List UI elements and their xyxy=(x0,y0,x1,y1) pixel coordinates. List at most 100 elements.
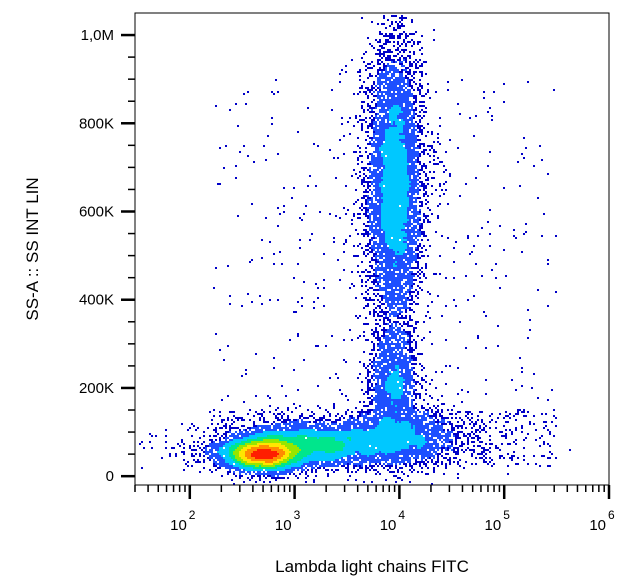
event-dot xyxy=(357,217,359,219)
event-dot xyxy=(371,221,373,223)
event-dot xyxy=(399,255,401,257)
event-dot xyxy=(371,143,373,145)
event-dot xyxy=(375,131,377,133)
event-dot xyxy=(393,135,395,137)
event-dot xyxy=(423,213,425,215)
event-dot xyxy=(427,131,429,133)
event-dot xyxy=(357,423,359,425)
event-dot xyxy=(389,287,391,289)
event-dot xyxy=(407,147,409,149)
event-dot xyxy=(491,413,493,415)
event-dot xyxy=(377,333,379,335)
event-dot xyxy=(385,117,387,119)
event-dot xyxy=(407,167,409,169)
event-dot xyxy=(517,161,519,163)
event-dot xyxy=(433,171,435,173)
event-dot xyxy=(403,359,405,361)
event-dot xyxy=(413,379,415,381)
event-dot xyxy=(295,419,297,421)
event-dot xyxy=(405,87,407,89)
event-dot xyxy=(357,245,359,247)
event-dot xyxy=(385,355,387,357)
event-dot xyxy=(401,147,403,149)
event-dot xyxy=(375,161,377,163)
event-dot xyxy=(487,165,489,167)
event-dot xyxy=(467,413,469,415)
event-dot xyxy=(375,399,377,401)
event-dot xyxy=(355,425,357,427)
event-dot xyxy=(395,323,397,325)
event-dot xyxy=(385,165,387,167)
event-dot xyxy=(383,247,385,249)
event-dot xyxy=(291,425,293,427)
event-dot xyxy=(381,221,383,223)
event-dot xyxy=(383,237,385,239)
event-dot xyxy=(279,213,281,215)
event-dot xyxy=(397,395,399,397)
event-dot xyxy=(411,151,413,153)
event-dot xyxy=(401,331,403,333)
event-dot xyxy=(393,387,395,389)
event-dot xyxy=(515,413,517,415)
event-dot xyxy=(399,317,401,319)
event-dot xyxy=(371,237,373,239)
event-dot xyxy=(401,105,403,107)
event-dot xyxy=(399,125,401,127)
event-dot xyxy=(401,171,403,173)
event-dot xyxy=(405,115,407,117)
event-dot xyxy=(367,127,369,129)
event-dot xyxy=(405,125,407,127)
event-dot xyxy=(405,45,407,47)
event-dot xyxy=(393,363,395,365)
event-dot xyxy=(541,159,543,161)
event-dot xyxy=(381,169,383,171)
event-dot xyxy=(391,247,393,249)
event-dot xyxy=(407,403,409,405)
event-dot xyxy=(271,91,273,93)
event-dot xyxy=(375,185,377,187)
event-dot xyxy=(371,267,373,269)
event-dot xyxy=(247,155,249,157)
event-dot xyxy=(387,117,389,119)
event-dot xyxy=(391,273,393,275)
event-dot xyxy=(403,109,405,111)
event-dot xyxy=(409,347,411,349)
event-dot xyxy=(369,225,371,227)
event-dot xyxy=(323,279,325,281)
event-dot xyxy=(395,133,397,135)
event-dot xyxy=(279,413,281,415)
event-dot xyxy=(385,109,387,111)
event-dot xyxy=(397,169,399,171)
event-dot xyxy=(391,373,393,375)
event-dot xyxy=(385,307,387,309)
event-dot xyxy=(393,313,395,315)
event-dot xyxy=(389,417,391,419)
event-dot xyxy=(379,53,381,55)
event-dot xyxy=(383,421,385,423)
event-dot xyxy=(391,111,393,113)
event-dot xyxy=(417,169,419,171)
event-dot xyxy=(431,415,433,417)
event-dot xyxy=(391,75,393,77)
event-dot xyxy=(393,199,395,201)
event-dot xyxy=(381,197,383,199)
event-dot xyxy=(319,211,321,213)
event-dot xyxy=(389,349,391,351)
event-dot xyxy=(395,93,397,95)
event-dot xyxy=(403,125,405,127)
event-dot xyxy=(405,243,407,245)
event-dot xyxy=(225,145,227,147)
event-dot xyxy=(395,333,397,335)
event-dot xyxy=(411,277,413,279)
event-dot xyxy=(285,423,287,425)
event-dot xyxy=(373,289,375,291)
event-dot xyxy=(319,417,321,419)
event-dot xyxy=(417,393,419,395)
event-dot xyxy=(385,285,387,287)
event-dot xyxy=(411,335,413,337)
event-dot xyxy=(383,201,385,203)
event-dot xyxy=(395,151,397,153)
event-dot xyxy=(469,253,471,255)
event-dot xyxy=(277,427,279,429)
event-dot xyxy=(393,263,395,265)
